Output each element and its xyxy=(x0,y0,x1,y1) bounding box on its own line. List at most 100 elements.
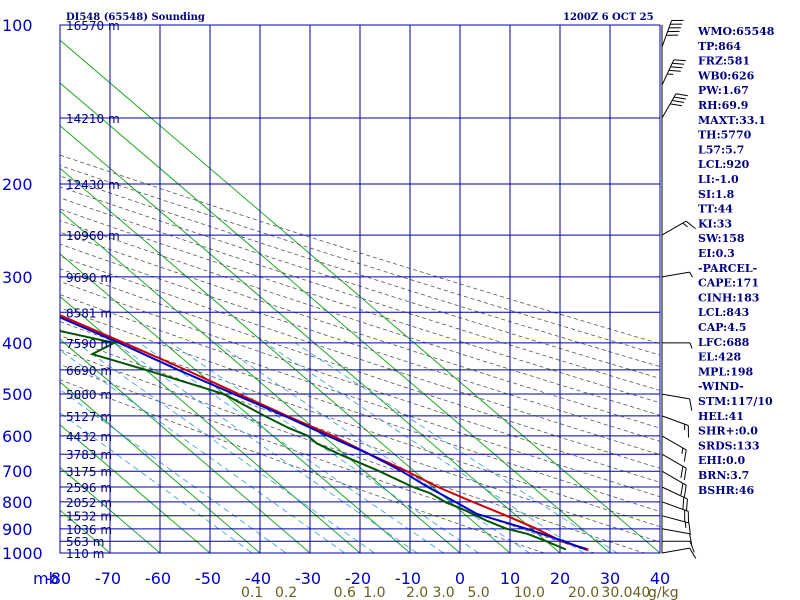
index-label: RH:69.9 xyxy=(698,99,748,112)
wind-barb-flag xyxy=(686,498,688,511)
pressure-tick-label: 100 xyxy=(2,16,33,35)
index-label: CAP:4.5 xyxy=(698,321,746,334)
wind-barb-flag xyxy=(683,449,687,462)
wind-barb-staff xyxy=(661,59,675,86)
index-label: TP:864 xyxy=(698,40,741,53)
index-label: KI:33 xyxy=(698,217,732,230)
mixing-ratio-line xyxy=(294,342,618,553)
station-title: DI548 (65548) Sounding xyxy=(66,12,205,23)
index-label: EL:428 xyxy=(698,351,741,364)
wind-barb-staff xyxy=(661,547,690,554)
wind-barb-flag xyxy=(683,485,687,498)
isotherm-line xyxy=(60,253,411,553)
mixing-ratio-unit-label: g/kg xyxy=(648,585,679,600)
mixing-ratio-tick-label: 0.1 xyxy=(241,585,263,600)
wind-barb-staff xyxy=(661,470,687,486)
wind-barb-staff xyxy=(661,435,687,451)
wind-barb-flag xyxy=(673,96,686,100)
chart-header: DI548 (65548) Sounding 1200Z 6 OCT 25 xyxy=(66,12,654,23)
dry-adiabat-line xyxy=(60,165,660,356)
height-label: 5127 m xyxy=(66,410,112,424)
index-label: TT:44 xyxy=(698,203,733,216)
mixing-ratio-tick-label: 1.0 xyxy=(363,585,385,600)
grid-lines xyxy=(59,24,661,554)
pressure-tick-label: 400 xyxy=(2,334,33,353)
index-label: EHI:0.0 xyxy=(698,454,745,467)
wind-barb-flag xyxy=(670,66,683,69)
wind-barb-staff xyxy=(661,93,677,119)
mixing-ratio-tick-label: 10.0 xyxy=(514,585,545,600)
mixing-ratio-line xyxy=(60,412,253,553)
index-label: HEL:41 xyxy=(698,410,744,423)
pressure-tick-label: 700 xyxy=(2,462,33,481)
index-label: LI:-1.0 xyxy=(698,173,739,186)
temperature-tick-label: 0 xyxy=(455,569,465,588)
index-label: EI:0.3 xyxy=(698,247,735,260)
dry-adiabat-line xyxy=(60,186,660,379)
wind-barb-flag xyxy=(673,59,686,62)
plot-frame xyxy=(59,24,661,554)
series-dewpoint-line xyxy=(60,327,567,551)
temperature-tick-label: -40 xyxy=(245,569,271,588)
index-label: BRN:3.7 xyxy=(698,469,749,482)
dry-adiabat-line xyxy=(60,349,646,553)
wind-barb-staff xyxy=(661,271,690,278)
wind-barb-flag xyxy=(672,100,684,103)
wind-barb-staff xyxy=(661,501,689,512)
temperature-tick-label: 10 xyxy=(500,569,520,588)
pressure-tick-label: 300 xyxy=(2,268,33,287)
temperature-tick-label: -20 xyxy=(345,569,371,588)
series-parcel-line xyxy=(60,316,587,551)
pressure-tick-label: 200 xyxy=(2,175,33,194)
temperature-tick-label: 40 xyxy=(650,569,670,588)
height-label: 110 m xyxy=(66,547,104,561)
dry-adiabat-line xyxy=(60,307,660,512)
height-label: 4432 m xyxy=(66,430,112,444)
temperature-tick-label: -60 xyxy=(145,569,171,588)
index-label: STM:117/10 xyxy=(698,395,773,408)
height-label: 3783 m xyxy=(66,448,112,462)
temperature-tick-label: -30 xyxy=(295,569,321,588)
series-temperature-line xyxy=(60,314,589,551)
wind-barb-staff xyxy=(661,20,673,48)
index-label: CAPE:171 xyxy=(698,277,759,290)
height-label: 12430 m xyxy=(66,178,120,192)
pressure-unit-label: mb xyxy=(33,569,59,588)
wind-barb-flag xyxy=(670,103,683,107)
height-label: 8581 m xyxy=(66,306,112,320)
index-label: SW:158 xyxy=(698,232,745,245)
height-label: 1532 m xyxy=(66,510,112,524)
mixing-ratio-tick-label: 2.0 xyxy=(406,585,428,600)
wind-barb-staff xyxy=(661,415,689,426)
dry-adiabat-line xyxy=(60,231,660,429)
mixing-ratio-line xyxy=(76,342,376,553)
index-label: TH:5770 xyxy=(698,129,752,142)
wind-barb-flag xyxy=(668,69,681,72)
index-label: SI:1.8 xyxy=(698,188,735,201)
index-label: LCL:920 xyxy=(698,158,750,171)
wind-barb-flag xyxy=(682,497,685,510)
wind-barb-flag xyxy=(680,483,684,496)
pressure-tick-label: 900 xyxy=(2,520,33,539)
thermo-lines xyxy=(60,39,660,553)
wind-barb-staff xyxy=(661,486,688,500)
isotherm-line xyxy=(60,82,611,553)
wind-barb-staff xyxy=(661,220,687,236)
mixing-ratio-line xyxy=(60,349,346,553)
profile-series xyxy=(60,314,589,551)
wind-barb-flag xyxy=(680,466,684,479)
wind-barbs xyxy=(661,19,697,559)
height-label: 6690 m xyxy=(66,364,112,378)
index-label: -WIND- xyxy=(698,380,744,393)
temperature-tick-label: -80 xyxy=(45,569,71,588)
index-label: WMO:65548 xyxy=(697,25,775,38)
mixing-ratio-line xyxy=(265,342,585,553)
pressure-tick-label: 800 xyxy=(2,493,33,512)
index-label: -PARCEL- xyxy=(698,262,757,275)
temperature-tick-label: -50 xyxy=(195,569,221,588)
mixing-ratio-tick-label: 30.0 xyxy=(601,585,632,600)
index-label: MPL:198 xyxy=(698,365,754,378)
